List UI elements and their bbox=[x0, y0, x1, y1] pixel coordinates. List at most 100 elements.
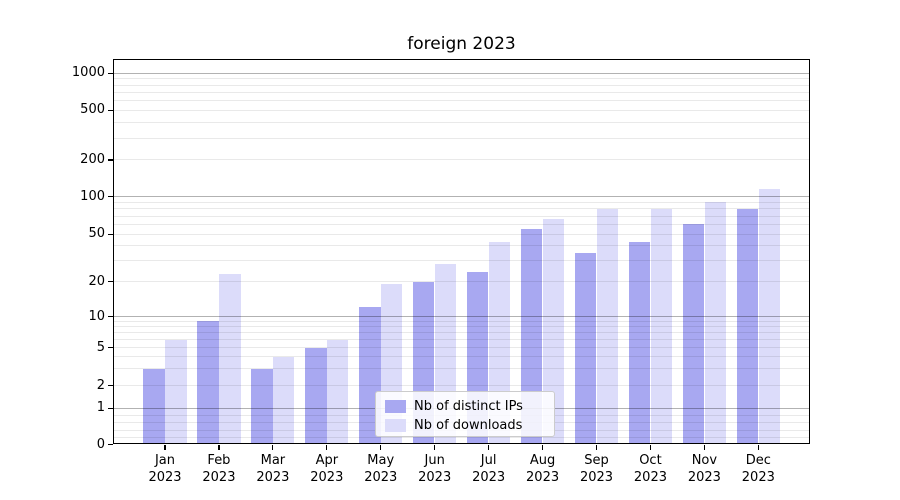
minor-gridline bbox=[113, 100, 811, 102]
x-axis-tick-label: Jan 2023 bbox=[148, 452, 182, 485]
x-axis-tick-label: Aug 2023 bbox=[526, 452, 560, 485]
bar-distinct-ips bbox=[197, 321, 219, 445]
x-tick-mark bbox=[380, 444, 382, 450]
y-tick-mark bbox=[108, 443, 113, 446]
minor-gridline bbox=[113, 121, 811, 123]
x-tick-mark bbox=[218, 444, 220, 450]
y-tick-mark bbox=[108, 347, 113, 349]
minor-gridline bbox=[113, 109, 811, 111]
minor-gridline bbox=[113, 84, 811, 86]
legend-swatch-downloads bbox=[385, 418, 406, 432]
y-tick-mark bbox=[108, 407, 113, 409]
legend-entry-downloads: Nb of downloads bbox=[385, 416, 554, 434]
y-axis-tick-label: 5 bbox=[96, 339, 105, 355]
y-tick-mark bbox=[108, 109, 113, 111]
y-tick-mark bbox=[108, 159, 113, 161]
bar-downloads bbox=[650, 208, 673, 445]
minor-gridline bbox=[113, 208, 811, 210]
minor-gridline bbox=[113, 356, 811, 358]
x-tick-mark bbox=[541, 444, 544, 450]
x-tick-mark bbox=[757, 444, 759, 450]
legend-entry-distinct-ips: Nb of distinct IPs bbox=[385, 397, 554, 415]
minor-gridline bbox=[113, 223, 811, 225]
bar-downloads bbox=[542, 219, 565, 445]
bar-downloads bbox=[273, 356, 295, 445]
minor-gridline bbox=[113, 215, 811, 217]
minor-gridline bbox=[113, 281, 811, 283]
minor-gridline bbox=[113, 137, 811, 139]
x-axis-tick-label: Feb 2023 bbox=[202, 452, 236, 485]
y-tick-mark bbox=[108, 316, 113, 318]
y-axis-tick-label: 2 bbox=[96, 377, 105, 393]
x-tick-mark bbox=[326, 444, 328, 450]
x-axis-tick-label: Jul 2023 bbox=[472, 452, 506, 485]
legend-label-downloads: Nb of downloads bbox=[414, 417, 523, 433]
y-tick-mark bbox=[108, 196, 113, 198]
legend: Nb of distinct IPs Nb of downloads bbox=[375, 391, 555, 437]
y-tick-mark bbox=[108, 233, 113, 235]
bar-downloads bbox=[219, 274, 241, 445]
y-axis-tick-label: 1 bbox=[96, 400, 105, 416]
x-axis-tick-label: Apr 2023 bbox=[310, 452, 344, 485]
x-axis-tick-label: May 2023 bbox=[364, 452, 398, 485]
minor-gridline bbox=[113, 78, 811, 80]
bar-downloads bbox=[704, 202, 726, 445]
x-tick-mark bbox=[703, 444, 705, 450]
y-axis-tick-label: 1000 bbox=[71, 65, 105, 81]
bar-distinct-ips bbox=[143, 368, 165, 445]
x-axis-tick-label: Jun 2023 bbox=[418, 452, 452, 485]
x-tick-mark bbox=[164, 444, 166, 450]
bar-distinct-ips bbox=[305, 347, 327, 445]
chart-title: foreign 2023 bbox=[407, 34, 516, 54]
bar-distinct-ips bbox=[628, 242, 651, 445]
y-tick-mark bbox=[108, 281, 113, 283]
minor-gridline bbox=[113, 159, 811, 161]
minor-gridline bbox=[113, 91, 811, 93]
minor-gridline bbox=[113, 436, 811, 438]
bar-downloads bbox=[758, 188, 780, 445]
bar-distinct-ips bbox=[251, 368, 273, 445]
minor-gridline bbox=[113, 245, 811, 247]
x-axis-tick-label: Dec 2023 bbox=[741, 452, 775, 485]
y-axis-tick-label: 10 bbox=[88, 308, 105, 324]
minor-gridline bbox=[113, 326, 811, 328]
x-tick-mark bbox=[272, 444, 274, 450]
bar-distinct-ips bbox=[574, 252, 597, 445]
bar-downloads bbox=[165, 339, 187, 445]
major-gridline bbox=[113, 72, 811, 74]
minor-gridline bbox=[113, 368, 811, 370]
minor-gridline bbox=[113, 332, 811, 334]
minor-gridline bbox=[113, 347, 811, 349]
y-axis-tick-label: 200 bbox=[80, 151, 105, 167]
x-axis-tick-label: Mar 2023 bbox=[256, 452, 290, 485]
x-tick-mark bbox=[434, 444, 436, 450]
bar-downloads bbox=[327, 339, 349, 445]
minor-gridline bbox=[113, 339, 811, 341]
minor-gridline bbox=[113, 233, 811, 235]
y-axis-tick-label: 50 bbox=[88, 226, 105, 242]
minor-gridline bbox=[113, 320, 811, 322]
x-axis-tick-label: Oct 2023 bbox=[633, 452, 667, 485]
major-gridline bbox=[113, 196, 811, 198]
y-axis-tick-label: 0 bbox=[96, 436, 105, 452]
y-axis-tick-label: 20 bbox=[88, 273, 105, 289]
y-axis-tick-label: 500 bbox=[80, 102, 105, 118]
bar-distinct-ips bbox=[520, 229, 543, 445]
minor-gridline bbox=[113, 260, 811, 262]
y-axis-tick-label: 100 bbox=[80, 188, 105, 204]
minor-gridline bbox=[113, 385, 811, 387]
y-tick-mark bbox=[108, 72, 113, 74]
x-tick-mark bbox=[595, 444, 598, 450]
minor-gridline bbox=[113, 201, 811, 203]
bar-downloads bbox=[596, 208, 619, 445]
legend-swatch-distinct-ips bbox=[385, 399, 406, 413]
x-tick-mark bbox=[488, 444, 490, 450]
x-tick-mark bbox=[649, 444, 652, 450]
y-tick-mark bbox=[108, 385, 113, 387]
major-gridline bbox=[113, 316, 811, 318]
bar-distinct-ips bbox=[736, 208, 759, 445]
bar-distinct-ips bbox=[682, 223, 705, 445]
x-axis-tick-label: Nov 2023 bbox=[687, 452, 721, 485]
x-axis-tick-label: Sep 2023 bbox=[579, 452, 614, 485]
